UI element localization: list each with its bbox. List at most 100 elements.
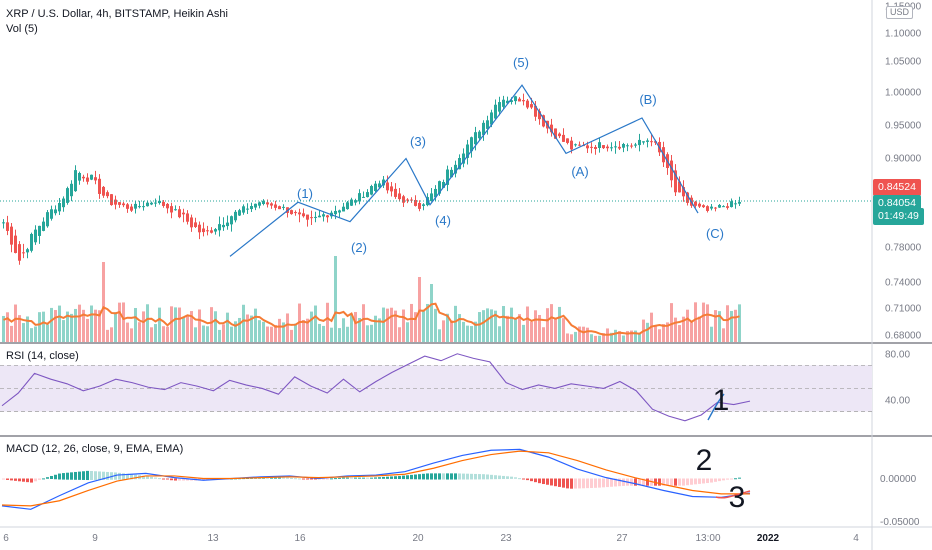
candle-body xyxy=(522,100,525,102)
candle-body xyxy=(166,203,169,209)
volume-bar xyxy=(58,305,61,342)
candle-body xyxy=(598,142,601,148)
candle-body xyxy=(490,112,493,125)
candle-body xyxy=(502,99,505,107)
current-price-tag: 0.84054 xyxy=(873,195,921,212)
candle-body xyxy=(218,224,221,231)
volume-bar xyxy=(214,311,217,342)
volume-bar xyxy=(346,326,349,342)
volume-bar xyxy=(198,309,201,342)
volume-bars xyxy=(2,256,741,342)
time-tick-label: 2022 xyxy=(757,533,780,544)
macd-hist-bar xyxy=(458,473,461,480)
rsi-tick-label: 80.00 xyxy=(885,349,910,360)
volume-bar xyxy=(126,322,129,342)
candle-body xyxy=(674,170,677,193)
time-tick-label: 20 xyxy=(412,533,424,544)
volume-bar xyxy=(482,310,485,342)
volume-bar xyxy=(518,314,521,342)
macd-hist-bar xyxy=(430,473,433,480)
volume-bar xyxy=(26,316,29,342)
time-tick-label: 4 xyxy=(853,533,859,544)
volume-bar xyxy=(478,312,481,342)
macd-hist-bar xyxy=(554,478,557,487)
volume-ma-line xyxy=(3,302,740,336)
candle-body xyxy=(710,206,713,209)
candle-body xyxy=(198,224,201,233)
volume-bar xyxy=(474,321,477,342)
annotation-number: 3 xyxy=(729,481,746,514)
macd-hist-bar xyxy=(302,478,305,480)
macd-hist-bar xyxy=(182,478,185,481)
candle-body xyxy=(686,192,689,203)
candle-body xyxy=(514,96,517,102)
macd-hist-bar xyxy=(718,478,721,482)
macd-hist-bar xyxy=(362,477,365,479)
candle-body xyxy=(726,206,729,208)
volume-bar xyxy=(318,323,321,342)
volume-bar xyxy=(206,326,209,342)
wave-label: (B) xyxy=(639,92,656,107)
macd-hist-bar xyxy=(530,478,533,482)
candle-body xyxy=(478,131,481,139)
volume-bar xyxy=(370,324,373,342)
volume-bar xyxy=(330,327,333,342)
rsi-tick-label: 40.00 xyxy=(885,395,910,406)
volume-bar xyxy=(718,311,721,342)
volume-bar xyxy=(638,333,641,342)
macd-hist-bar xyxy=(142,475,145,480)
macd-hist-bar xyxy=(562,478,565,488)
volume-bar xyxy=(274,324,277,342)
candle-body xyxy=(694,201,697,206)
candle-body xyxy=(670,160,673,181)
currency-badge[interactable]: USD xyxy=(886,6,914,19)
candle-body xyxy=(270,203,273,206)
macd-hist-bar xyxy=(66,472,69,480)
candle-body xyxy=(346,202,349,210)
macd-hist-bar xyxy=(314,478,317,480)
candle-body xyxy=(226,222,229,227)
volume-bar xyxy=(598,335,601,342)
candle-body xyxy=(42,221,45,231)
volume-bar xyxy=(410,303,413,342)
volume-legend: Vol (5) xyxy=(6,23,38,35)
candle-body xyxy=(10,226,13,245)
volume-bar xyxy=(162,326,165,342)
macd-hist-bar xyxy=(522,478,525,480)
volume-bar xyxy=(658,329,661,342)
candle-body xyxy=(118,202,121,205)
macd-hist-bar xyxy=(358,477,361,479)
volume-bar xyxy=(454,305,457,342)
volume-bar xyxy=(390,307,393,342)
candle-body xyxy=(262,200,265,204)
volume-bar xyxy=(510,307,513,342)
macd-hist-bar xyxy=(290,477,293,479)
volume-bar xyxy=(614,329,617,342)
macd-hist-bar xyxy=(446,473,449,480)
macd-hist-bar xyxy=(526,478,529,481)
macd-hist-bar xyxy=(158,478,161,480)
macd-hist-bar xyxy=(674,478,677,486)
macd-hist-bar xyxy=(394,476,397,479)
volume-bar xyxy=(38,312,41,342)
volume-bar xyxy=(242,304,245,342)
macd-hist-bar xyxy=(586,478,589,489)
macd-hist-bar xyxy=(46,477,49,479)
candle-body xyxy=(650,141,653,143)
macd-hist-bar xyxy=(502,475,505,480)
candle-body xyxy=(466,144,469,158)
candle-body xyxy=(682,186,685,197)
volume-bar xyxy=(726,305,729,342)
macd-tick-label: 0.00000 xyxy=(880,474,917,485)
volume-bar xyxy=(734,309,737,342)
volume-bar xyxy=(98,310,101,342)
volume-bar xyxy=(342,318,345,342)
time-tick-label: 23 xyxy=(500,533,512,544)
macd-hist-bar xyxy=(26,478,29,483)
volume-bar xyxy=(190,311,193,342)
macd-hist-bar xyxy=(86,470,89,481)
volume-bar xyxy=(150,327,153,342)
price-tick-label: 0.90000 xyxy=(885,154,922,165)
signal-line xyxy=(1,450,750,507)
